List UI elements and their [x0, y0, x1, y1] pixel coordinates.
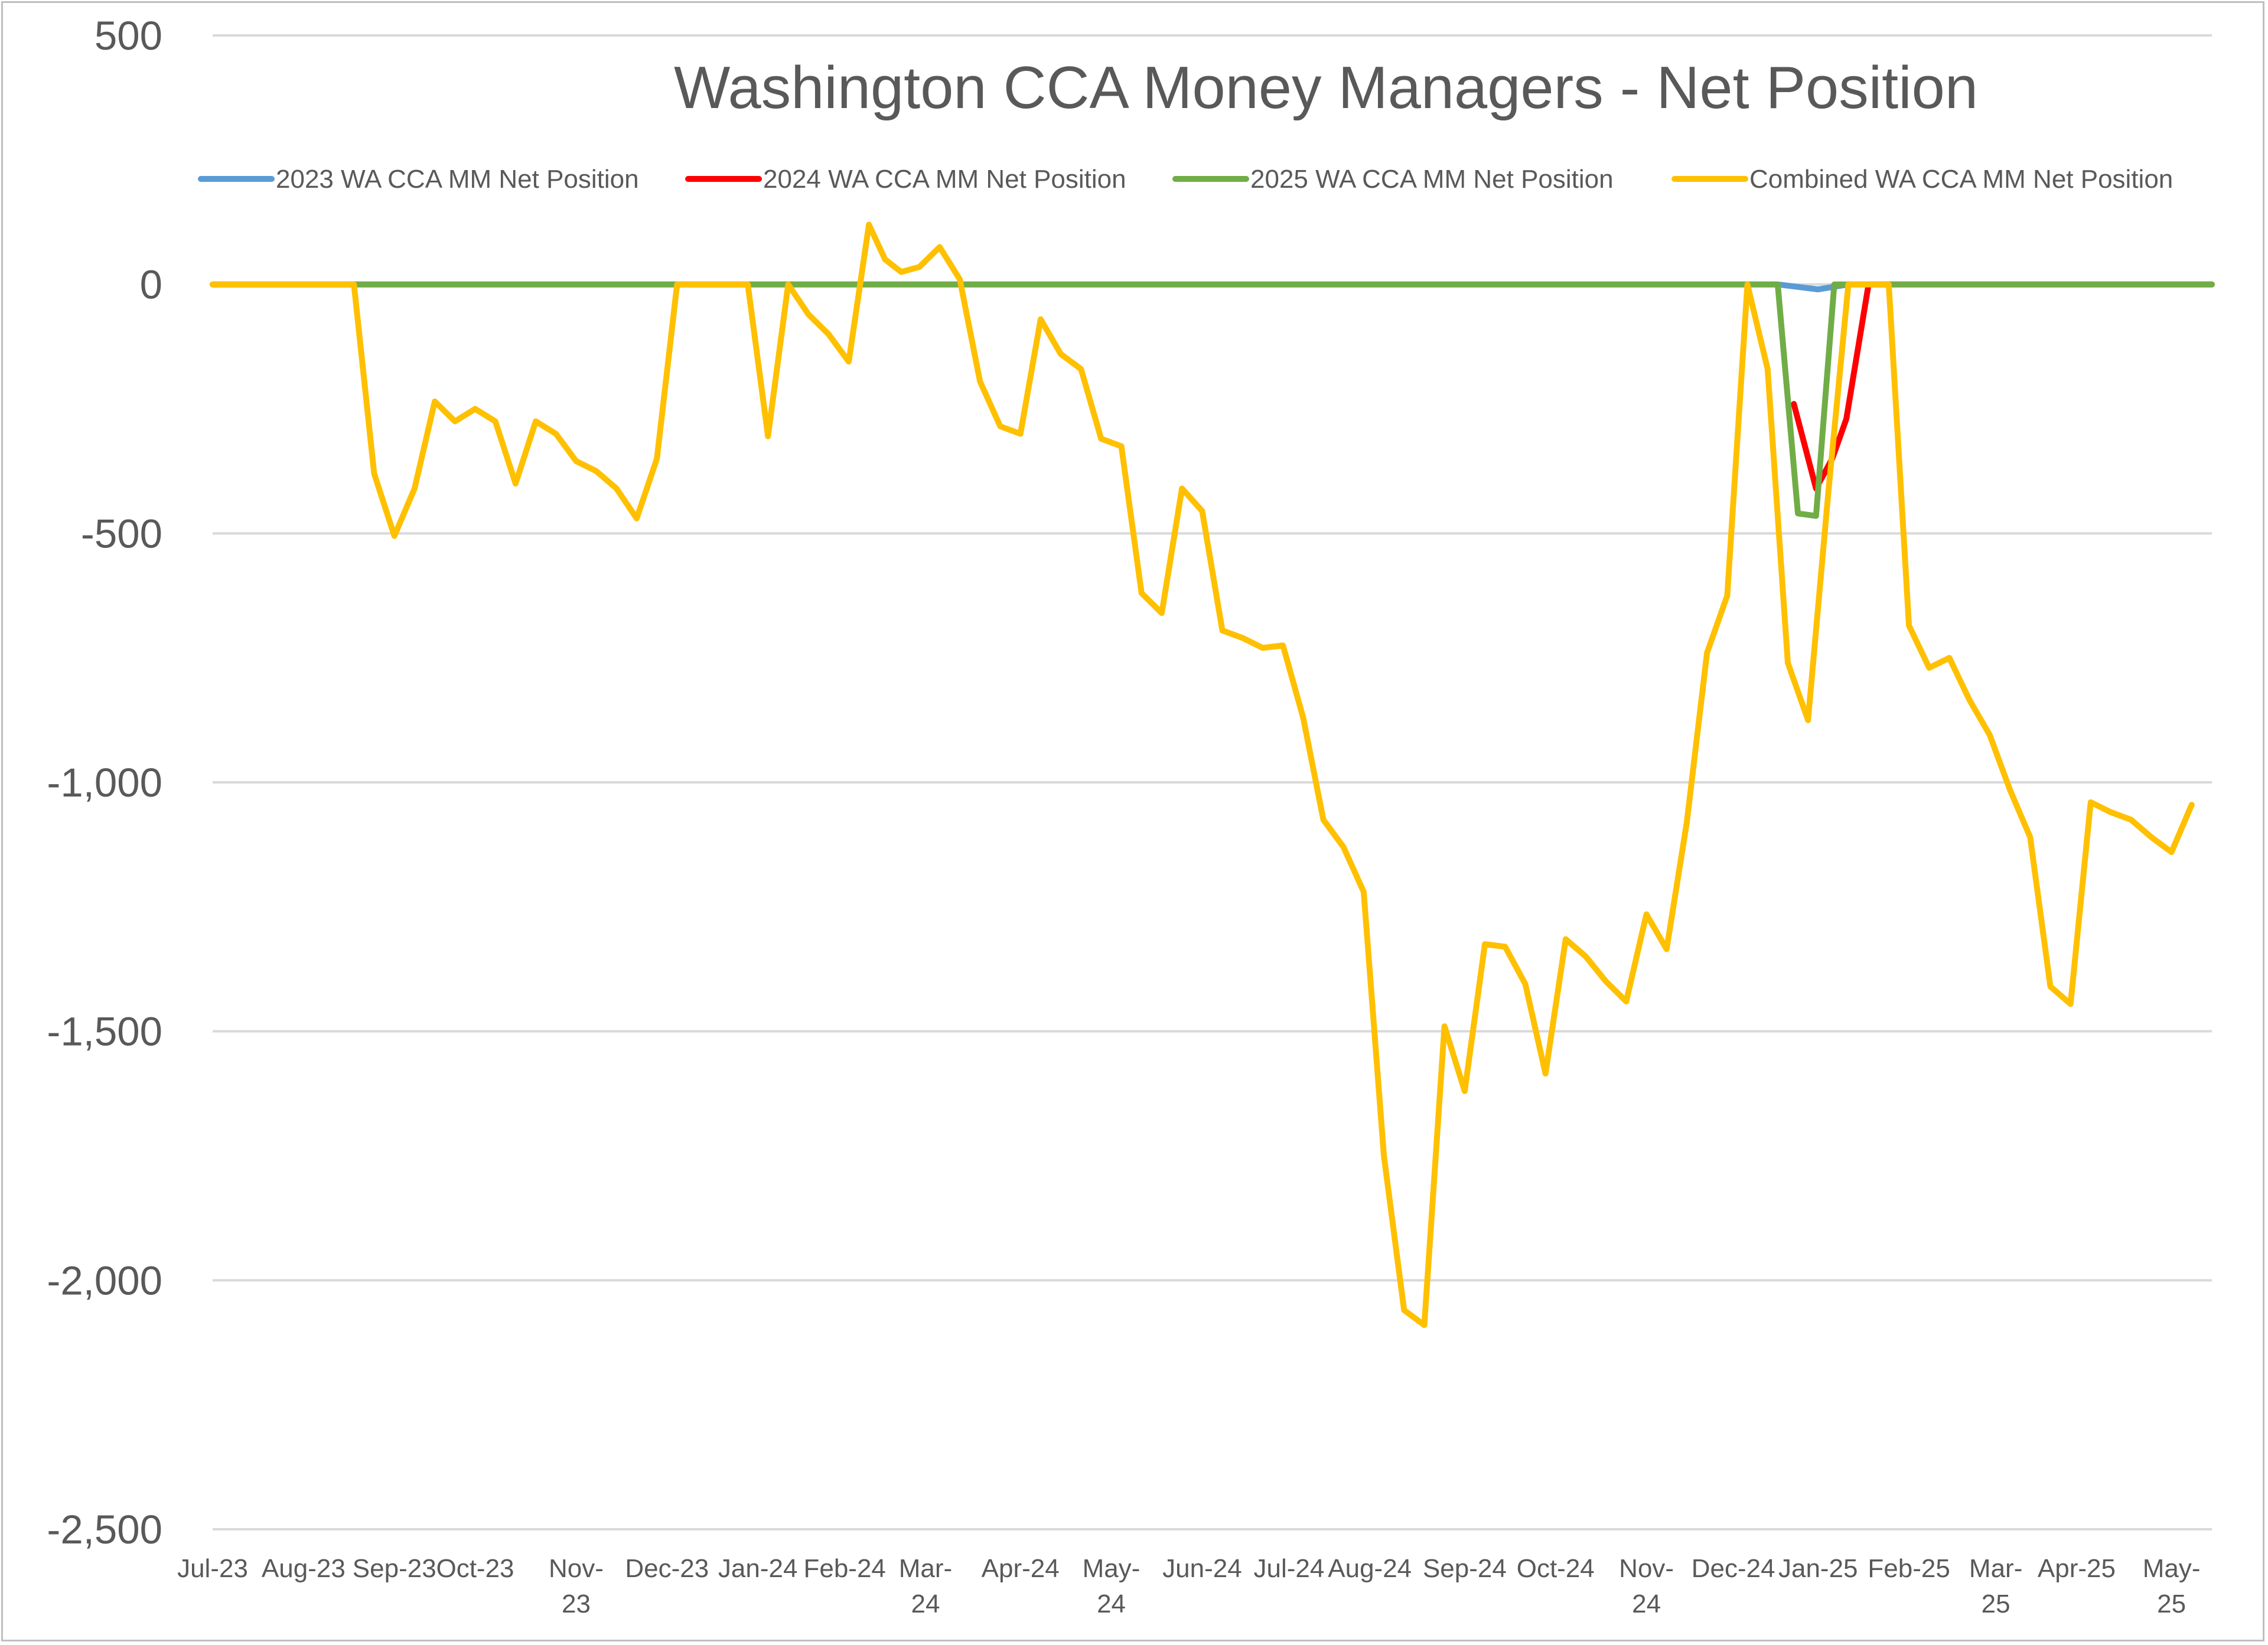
legend-label: Combined WA CCA MM Net Position	[1749, 165, 2173, 194]
x-tick-label: Nov-24	[1619, 1554, 1674, 1618]
x-tick-label: Oct-23	[436, 1554, 514, 1583]
series-line-4	[210, 221, 2195, 1329]
x-tick-label: Apr-24	[982, 1554, 1060, 1583]
chart-title: Washington CCA Money Managers - Net Posi…	[674, 55, 1978, 121]
x-tick-label: Sep-24	[1423, 1554, 1507, 1583]
y-tick-label: 500	[94, 13, 162, 58]
x-tick-label: Dec-24	[1692, 1554, 1775, 1583]
x-tick-label: Sep-23	[353, 1554, 436, 1583]
y-tick-label: -2,000	[47, 1258, 162, 1303]
x-tick-label: Nov-23	[549, 1554, 604, 1618]
legend-label: 2025 WA CCA MM Net Position	[1250, 165, 1614, 194]
x-tick-label: Aug-23	[262, 1554, 346, 1583]
series-line-3	[210, 281, 2215, 519]
x-tick-label: Mar-24	[899, 1554, 952, 1618]
y-tick-label: -2,500	[47, 1507, 162, 1552]
x-tick-label: Dec-23	[625, 1554, 709, 1583]
x-tick-label: Oct-24	[1517, 1554, 1595, 1583]
x-tick-label: Jan-24	[718, 1554, 798, 1583]
gridlines	[213, 34, 2212, 1530]
y-tick-label: -1,500	[47, 1009, 162, 1055]
x-tick-label: May-25	[2143, 1554, 2201, 1618]
x-tick-label: Jan-25	[1778, 1554, 1858, 1583]
x-tick-label: Feb-24	[803, 1554, 885, 1583]
series-lines	[210, 221, 2215, 1329]
y-tick-label: 0	[140, 262, 162, 308]
legend-label: 2023 WA CCA MM Net Position	[276, 165, 639, 194]
x-tick-label: Jul-24	[1254, 1554, 1325, 1583]
y-tick-label: -500	[81, 511, 162, 556]
line-chart: 500 0 -500 -1,000 -1,500 -2,000 -2,500 Jul-23 A…	[47, 13, 2215, 1618]
x-tick-label: Jul-23	[177, 1554, 248, 1583]
x-tick-label: May-24	[1083, 1554, 1140, 1618]
x-tick-label: Jun-24	[1162, 1554, 1242, 1583]
y-axis-ticks: 500 0 -500 -1,000 -1,500 -2,000 -2,500	[47, 13, 162, 1552]
y-tick-label: -1,000	[47, 760, 162, 805]
legend-label: 2024 WA CCA MM Net Position	[763, 165, 1126, 194]
x-tick-label: Mar-25	[1969, 1554, 2022, 1618]
x-axis-ticks: Jul-23 Aug-23 Sep-23 Oct-23 Nov-23 Dec-23 Jan-…	[177, 1554, 2200, 1618]
series-line-2	[1791, 281, 2215, 492]
x-tick-label: Feb-25	[1868, 1554, 1950, 1583]
x-tick-label: Apr-25	[2038, 1554, 2116, 1583]
legend: 2023 WA CCA MM Net Position 2024 WA CCA M…	[198, 165, 2173, 194]
x-tick-label: Aug-24	[1328, 1554, 1412, 1583]
